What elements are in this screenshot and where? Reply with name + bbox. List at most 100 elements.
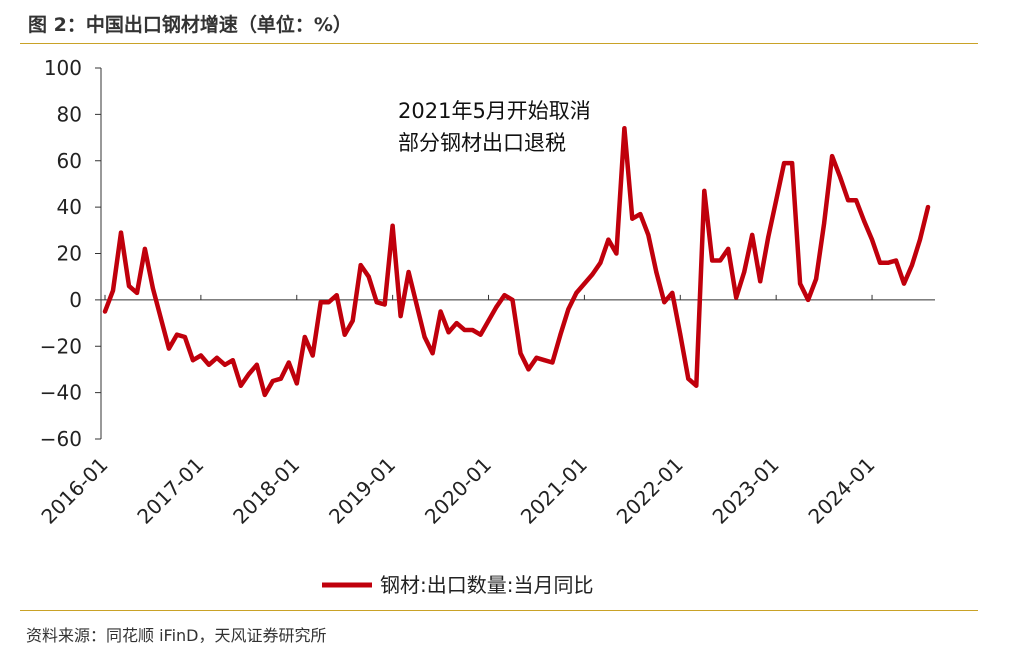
- data-point: [135, 290, 139, 295]
- data-point: [127, 284, 131, 288]
- data-point: [103, 309, 107, 314]
- data-point: [830, 154, 835, 159]
- data-point: [742, 270, 747, 274]
- data-point: [286, 360, 291, 365]
- data-point: [790, 161, 795, 166]
- data-point: [902, 281, 906, 286]
- data-point: [542, 358, 547, 363]
- data-point: [182, 335, 187, 339]
- data-point: [334, 293, 339, 298]
- data-point: [558, 332, 563, 337]
- data-point: [278, 376, 283, 381]
- data-point: [750, 232, 755, 237]
- x-tick-label: 2020-01: [420, 453, 496, 529]
- data-point: [398, 314, 403, 319]
- data-point: [774, 198, 779, 203]
- y-axis: 100 80 60 40 20 0 −20 −40 −60: [40, 56, 102, 451]
- x-tick-label: 2018-01: [228, 453, 304, 529]
- data-point: [310, 353, 315, 358]
- data-point: [518, 351, 523, 356]
- top-divider: [20, 43, 978, 44]
- data-point: [142, 246, 147, 251]
- data-point: [358, 263, 363, 268]
- data-point: [678, 332, 683, 337]
- data-point: [262, 392, 267, 397]
- data-point: [646, 232, 651, 237]
- data-point: [766, 235, 771, 240]
- y-tick-label: 20: [57, 242, 82, 266]
- data-point: [878, 260, 882, 265]
- data-point: [438, 309, 443, 314]
- data-point: [574, 290, 579, 295]
- annotation-line-1: 2021年5月开始取消: [398, 99, 591, 123]
- data-point: [326, 300, 331, 305]
- data-point: [246, 372, 251, 377]
- y-tick-label: 60: [57, 149, 82, 173]
- data-point: [302, 335, 307, 339]
- data-point: [350, 318, 355, 323]
- legend-label: 钢材:出口数量:当月同比: [380, 573, 593, 597]
- data-point: [662, 300, 667, 305]
- data-point: [111, 288, 115, 293]
- data-point: [214, 355, 219, 360]
- data-point: [494, 304, 499, 309]
- y-tick-label: −60: [40, 427, 82, 451]
- data-point: [150, 286, 155, 291]
- data-point: [926, 205, 930, 210]
- y-tick-label: 100: [44, 56, 82, 80]
- data-point: [254, 362, 259, 367]
- y-tick-label: 80: [57, 102, 82, 126]
- data-point: [694, 383, 699, 388]
- data-point: [910, 263, 914, 268]
- data-point: [526, 367, 531, 372]
- data-point: [670, 290, 675, 295]
- data-point: [166, 346, 171, 351]
- data-point: [382, 302, 387, 307]
- x-tick-label: 2023-01: [708, 453, 784, 529]
- data-point: [886, 260, 890, 265]
- data-points: [103, 126, 930, 397]
- data-point: [862, 219, 867, 223]
- data-point: [638, 212, 643, 217]
- data-point: [158, 316, 163, 321]
- data-point: [374, 300, 379, 305]
- data-point: [462, 328, 467, 332]
- data-point: [534, 355, 539, 360]
- x-tick-label: 2022-01: [612, 453, 688, 529]
- data-point: [366, 274, 371, 279]
- data-point: [446, 330, 451, 335]
- data-point: [470, 328, 475, 332]
- data-point: [342, 332, 347, 337]
- data-point: [270, 379, 275, 383]
- x-tick-label: 2021-01: [516, 453, 592, 529]
- data-point: [294, 381, 299, 386]
- series-layer: [102, 126, 931, 398]
- annotation-line-2: 部分钢材出口退税: [398, 131, 566, 155]
- data-point: [838, 175, 843, 179]
- data-point: [422, 335, 427, 339]
- data-point: [206, 362, 211, 367]
- data-point: [430, 351, 435, 356]
- data-point: [406, 270, 411, 274]
- data-point: [318, 300, 323, 305]
- data-point: [582, 281, 587, 286]
- data-point: [550, 360, 555, 365]
- data-point: [614, 251, 619, 256]
- data-point: [630, 216, 635, 221]
- data-point: [870, 237, 874, 242]
- data-point: [198, 353, 203, 358]
- data-point: [510, 297, 515, 302]
- data-point: [702, 188, 707, 193]
- y-tick-label: −40: [40, 381, 82, 405]
- data-point: [502, 293, 507, 298]
- data-point: [238, 383, 243, 388]
- data-point: [478, 332, 483, 337]
- x-tick-label: 2019-01: [324, 453, 400, 529]
- data-point: [782, 161, 787, 166]
- legend: 钢材:出口数量:当月同比: [322, 573, 593, 597]
- data-point: [454, 321, 459, 326]
- data-point: [798, 281, 803, 286]
- figure-title: 图 2：中国出口钢材增速（单位：%）: [28, 14, 352, 36]
- data-point: [606, 237, 611, 242]
